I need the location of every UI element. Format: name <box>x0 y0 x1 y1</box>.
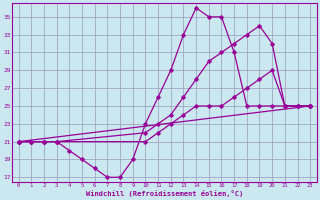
X-axis label: Windchill (Refroidissement éolien,°C): Windchill (Refroidissement éolien,°C) <box>86 190 243 197</box>
